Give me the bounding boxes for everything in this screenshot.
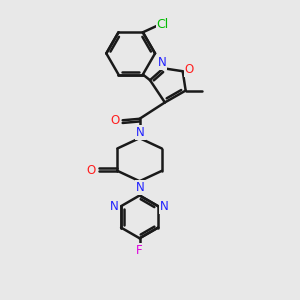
Text: O: O bbox=[110, 114, 120, 127]
Text: N: N bbox=[136, 126, 145, 139]
Text: O: O bbox=[184, 63, 194, 76]
Text: O: O bbox=[86, 164, 96, 177]
Text: Cl: Cl bbox=[157, 18, 169, 31]
Text: F: F bbox=[136, 244, 143, 257]
Text: N: N bbox=[110, 200, 119, 213]
Text: N: N bbox=[136, 181, 145, 194]
Text: N: N bbox=[158, 56, 166, 69]
Text: N: N bbox=[160, 200, 169, 213]
